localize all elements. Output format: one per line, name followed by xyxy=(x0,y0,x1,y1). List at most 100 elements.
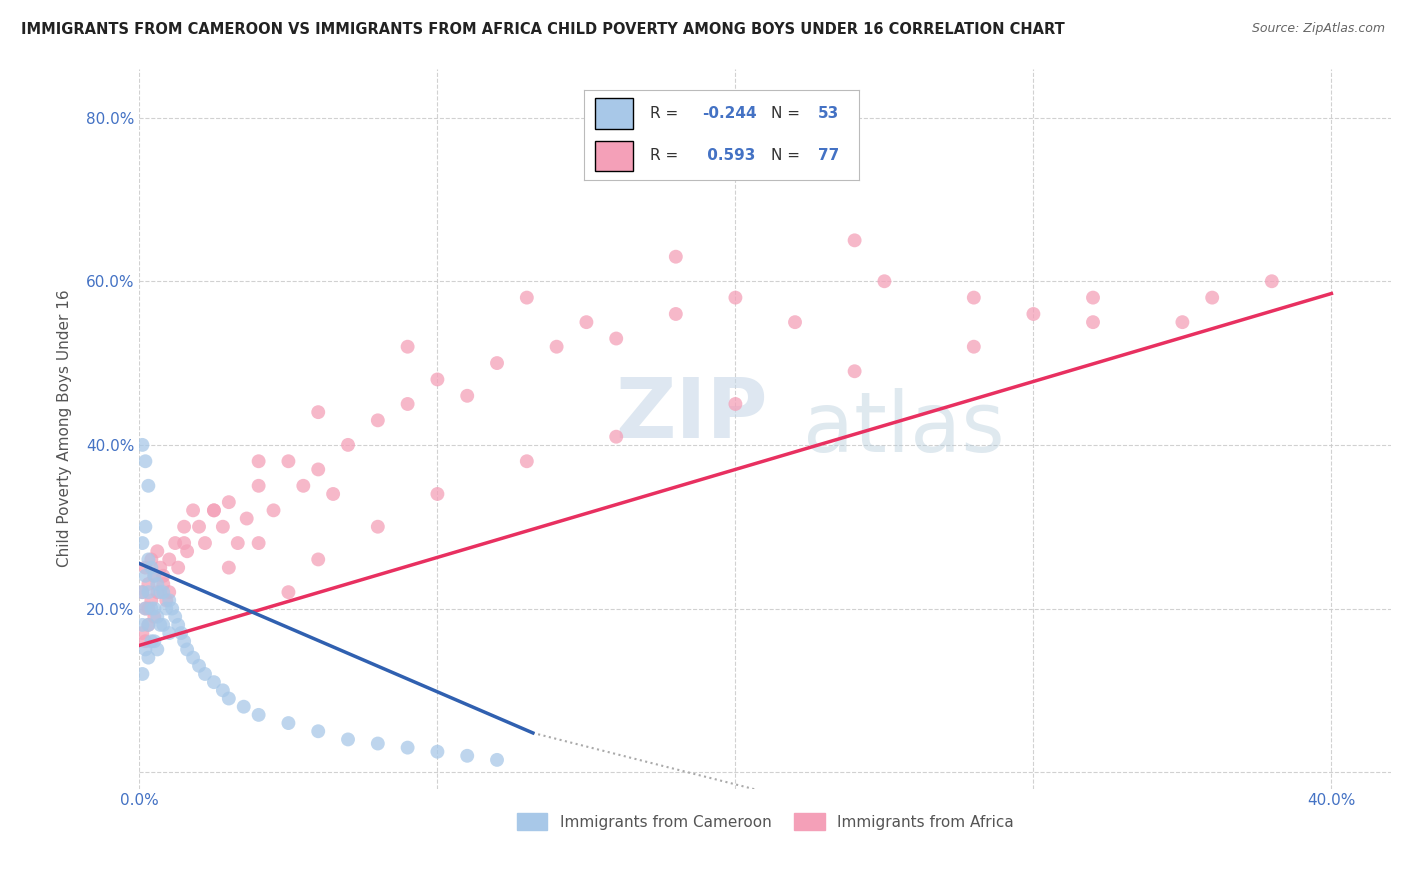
Point xyxy=(138,552,160,566)
Point xyxy=(138,601,160,615)
Point xyxy=(1081,315,1104,329)
Point xyxy=(167,560,190,574)
Point xyxy=(396,397,419,411)
Point xyxy=(486,356,509,370)
Point xyxy=(134,454,156,468)
Point xyxy=(149,585,172,599)
Point xyxy=(134,569,156,583)
Point xyxy=(456,389,478,403)
Point xyxy=(724,291,747,305)
Point xyxy=(141,560,163,574)
Point xyxy=(665,307,688,321)
Point xyxy=(131,626,153,640)
Point xyxy=(143,601,166,615)
Point xyxy=(131,585,153,599)
Point xyxy=(134,601,156,615)
Point xyxy=(146,609,169,624)
Point xyxy=(546,340,568,354)
Point xyxy=(141,552,163,566)
Point xyxy=(146,544,169,558)
Point xyxy=(194,667,217,681)
Point xyxy=(194,536,217,550)
Point xyxy=(322,487,344,501)
Point xyxy=(176,544,198,558)
Point xyxy=(157,626,180,640)
Point xyxy=(167,618,190,632)
Point xyxy=(218,691,240,706)
Point xyxy=(165,536,187,550)
Point xyxy=(396,340,419,354)
Point xyxy=(212,519,235,533)
Legend: Immigrants from Cameroon, Immigrants from Africa: Immigrants from Cameroon, Immigrants fro… xyxy=(512,808,1018,835)
Point xyxy=(134,634,156,648)
Point xyxy=(307,405,329,419)
Point xyxy=(292,479,315,493)
Text: atlas: atlas xyxy=(803,388,1004,469)
Point xyxy=(152,618,174,632)
Point xyxy=(138,479,160,493)
Point xyxy=(138,618,160,632)
Point xyxy=(134,519,156,533)
Point xyxy=(202,675,225,690)
Point xyxy=(160,601,183,615)
Point xyxy=(724,397,747,411)
Point xyxy=(157,585,180,599)
Point xyxy=(155,593,177,607)
Point xyxy=(155,601,177,615)
Point xyxy=(134,560,156,574)
Point xyxy=(181,650,204,665)
Point xyxy=(426,372,449,386)
Point xyxy=(188,519,211,533)
Point xyxy=(844,233,866,247)
Point xyxy=(188,658,211,673)
Point xyxy=(138,650,160,665)
Point xyxy=(157,593,180,607)
Point xyxy=(247,707,270,722)
Point xyxy=(963,340,986,354)
Point xyxy=(146,577,169,591)
Point xyxy=(575,315,598,329)
Point xyxy=(173,634,195,648)
Point xyxy=(426,487,449,501)
Point xyxy=(138,585,160,599)
Point xyxy=(134,601,156,615)
Point xyxy=(235,511,257,525)
Point xyxy=(1261,274,1284,288)
Point xyxy=(367,413,389,427)
Point xyxy=(396,740,419,755)
Point xyxy=(146,585,169,599)
Point xyxy=(1022,307,1045,321)
Point xyxy=(212,683,235,698)
Point xyxy=(152,585,174,599)
Point xyxy=(426,745,449,759)
Point xyxy=(1171,315,1194,329)
Point xyxy=(665,250,688,264)
Point xyxy=(277,454,299,468)
Point xyxy=(143,569,166,583)
Point xyxy=(143,569,166,583)
Point xyxy=(149,618,172,632)
Point xyxy=(165,609,187,624)
Point xyxy=(170,626,193,640)
Point xyxy=(143,634,166,648)
Text: ZIP: ZIP xyxy=(614,374,768,455)
Point xyxy=(367,519,389,533)
Point xyxy=(277,716,299,731)
Point xyxy=(783,315,806,329)
Point xyxy=(516,454,538,468)
Point xyxy=(141,593,163,607)
Point xyxy=(152,569,174,583)
Point xyxy=(516,291,538,305)
Point xyxy=(367,737,389,751)
Point xyxy=(486,753,509,767)
Point xyxy=(131,618,153,632)
Point xyxy=(176,642,198,657)
Point xyxy=(173,519,195,533)
Point xyxy=(247,454,270,468)
Point xyxy=(173,536,195,550)
Point xyxy=(202,503,225,517)
Point xyxy=(307,724,329,739)
Point xyxy=(134,642,156,657)
Point xyxy=(844,364,866,378)
Point xyxy=(337,438,360,452)
